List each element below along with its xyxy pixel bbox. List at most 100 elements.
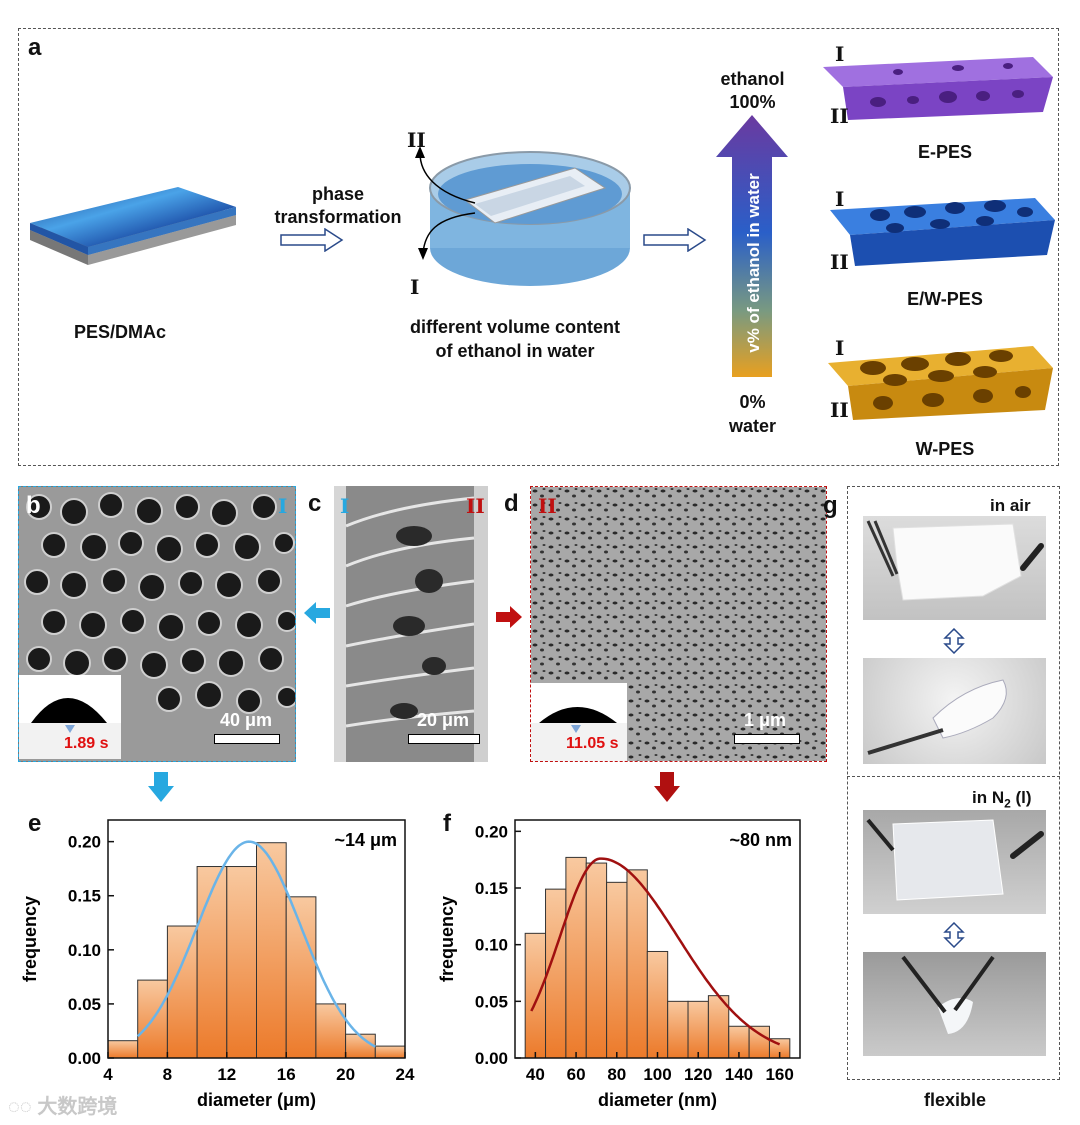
contact-angle-inset-d [531,683,627,761]
gradient-axis-label: v% of ethanol in water [744,173,763,353]
in-liquid-nitrogen-label: in N2 (l) [972,788,1032,811]
panel-label-e: e [28,810,42,837]
x-tick-label: 160 [765,1065,793,1084]
photo-air-content [866,520,1044,601]
y-tick-label: 0.05 [475,992,508,1011]
w-pes-roman-two: II [830,398,849,422]
e-pes-membrane-illustration [823,57,1053,120]
watermark-logo-icon: ◌◌ [8,1096,38,1118]
x-tick-label: 120 [684,1065,712,1084]
x-tick-label: 140 [725,1065,753,1084]
histogram-bar [626,869,648,1059]
scale-label-c: 20 μm [416,710,470,730]
panel-label-a: a [28,34,42,61]
x-tick-label: 100 [643,1065,671,1084]
w-pes-label: W-PES [915,439,975,459]
histogram-bar [687,1000,709,1059]
panel-d-roman-two: II [538,494,557,518]
ew-pes-roman-one: I [835,187,845,211]
arrow-down-red-icon [654,772,680,802]
peak-annotation: ~80 nm [729,830,792,850]
scale-bar-b [214,734,280,744]
photo-membrane-bent-in-liquid-nitrogen [863,952,1046,1056]
histogram-bar [585,862,608,1059]
histogram-bar [107,1040,139,1059]
sem-c-structure [334,486,488,762]
bath-label-line2: of ethanol in water [435,341,595,361]
histogram-bar [226,866,258,1059]
histogram-bar [606,881,628,1059]
y-tick-label: 0.15 [475,879,508,898]
roman-one-label: I [410,275,420,299]
ew-pes-label: E/W-PES [907,289,983,309]
y-tick-label: 0.20 [475,822,508,841]
histogram-chart-f: 40 60 80 100 120 140 160 0.00 0.05 0.10 0.15 0.20 di… [437,819,801,1110]
x-tick-label: 80 [607,1065,626,1084]
panel-c-roman-two: II [466,494,485,518]
fit-curve [530,857,781,1046]
panel-c-roman-one: I [340,494,350,518]
histogram-chart-e: 4 8 12 16 20 24 0.00 0.05 0.10 0.15 0.20 diameter (… [20,819,415,1110]
photo-n2-bent-content [901,955,995,1034]
photo-bent-content [867,679,1007,755]
flexible-caption: flexible [923,1090,987,1110]
y-tick-label: 0.10 [68,941,101,960]
ethanol-gradient-arrow: v% of ethanol in water [716,115,788,377]
panel-label-f: f [443,810,451,837]
histogram-bar [748,1025,770,1059]
histogram-bar [524,932,547,1059]
histogram-bar [545,888,567,1059]
x-tick-label: 4 [103,1065,113,1084]
sem-image-d-surface-two [530,486,827,762]
x-tick-label: 12 [217,1065,236,1084]
y-axis-label: frequency [437,896,457,982]
ethanol-top-label: ethanol [720,69,785,89]
x-tick-label: 40 [526,1065,545,1084]
peak-annotation: ~14 μm [334,830,397,850]
histogram-bar [256,842,287,1059]
x-axis-label: diameter (nm) [598,1090,717,1110]
sem-b-pores [19,487,295,761]
ew-pes-roman-two: II [830,250,849,274]
scale-label-b: 40 μm [219,710,273,730]
water-percent-bottom: 0% [739,392,766,412]
process-arrow-icon [280,228,344,252]
y-tick-label: 0.00 [68,1049,101,1068]
histogram-bar [646,950,669,1059]
panel-g-divider [847,776,1060,777]
precursor-label: PES/DMAc [73,322,167,342]
panel-label-d: d [504,490,519,517]
panel-label-g: g [823,492,838,519]
w-pes-roman-one: I [835,336,845,360]
scale-bar-d [734,734,800,744]
coagulation-bath-illustration [415,146,631,286]
y-tick-label: 0.15 [68,887,101,906]
panel-a-scheme [18,28,1059,466]
histogram-bar [374,1045,406,1059]
watermark: ◌◌ 大数跨境 [8,1096,118,1118]
x-axis-label: diameter (μm) [197,1090,316,1110]
scale-label-d: 1 μm [743,710,787,730]
y-tick-label: 0.05 [68,995,101,1014]
process-label-line1: phase [311,184,365,204]
y-tick-label: 0.20 [68,833,101,852]
e-pes-roman-two: II [830,104,849,128]
sem-image-c-cross-section [334,486,488,762]
x-tick-label: 20 [336,1065,355,1084]
arrow-right-red-icon [496,606,522,628]
fit-curve [136,840,376,1048]
pes-dmac-slab-illustration [30,187,236,265]
panel-label-c: c [308,490,322,517]
sem-image-b-surface-one [18,486,296,762]
y-tick-label: 0.00 [475,1049,508,1068]
panel-g-photos [847,486,1060,1080]
arrow-down-blue-icon [148,772,174,802]
histogram-bar [667,1000,689,1059]
ethanol-percent-top: 100% [729,92,776,112]
x-tick-label: 60 [567,1065,586,1084]
photo-membrane-in-liquid-nitrogen [863,810,1046,914]
panel-b-roman-one: I [278,494,288,518]
in-air-label: in air [990,496,1031,515]
ew-pes-membrane-illustration [830,198,1055,266]
roman-two-label: II [407,128,426,152]
